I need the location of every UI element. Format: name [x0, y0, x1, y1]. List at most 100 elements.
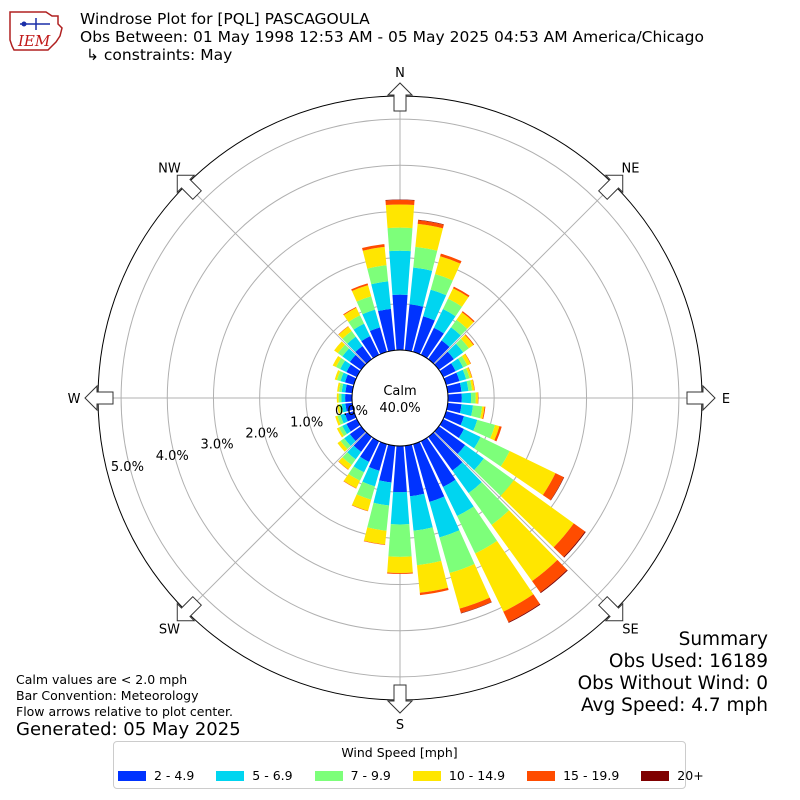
windrose-bar-segment [338, 457, 352, 470]
legend-item: 10 - 14.9 [412, 768, 506, 783]
windrose-bar-segment [466, 367, 472, 379]
windrose-bar-segment [337, 440, 348, 452]
windrose-bar-segment [385, 204, 415, 229]
summary-heading: Summary [678, 629, 768, 650]
windrose-bar-segment [413, 246, 438, 271]
chart-subtitle: Obs Between: 01 May 1998 12:53 AM - 05 M… [80, 28, 704, 46]
windrose-bar-segment [443, 479, 474, 517]
iowa-outline-icon [9, 11, 63, 51]
windrose-bar-segment [336, 427, 344, 438]
direction-arrow-icon [597, 174, 624, 201]
windrose-bar-segment [440, 253, 462, 264]
windrose-bar-segment [435, 256, 461, 281]
windrose-bar-segment [458, 355, 468, 368]
windrose-bar-segment [453, 286, 470, 298]
windrose-bar-segment [343, 306, 357, 316]
windrose-bar-segment [460, 601, 492, 614]
windrose-bar-segment [420, 327, 444, 359]
windrose-bar-segment [550, 477, 565, 501]
legend-item: 5 - 6.9 [216, 768, 293, 783]
legend-items: 2 - 4.9 5 - 6.9 7 - 9.9 10 - 14.9 15 - 1… [118, 768, 704, 783]
windrose-bar-segment [451, 319, 468, 336]
windrose-bar-segment [470, 379, 475, 391]
windrose-bar-segment [409, 267, 433, 307]
windrose-bar-segment [337, 404, 341, 414]
legend-label: 2 - 4.9 [154, 768, 195, 783]
windrose-bar-segment [480, 406, 485, 419]
windrose-bar-segment [409, 493, 433, 531]
windrose-bar-segment [434, 351, 454, 370]
windrose-bar-segment [446, 402, 462, 414]
windrose-bar-segment [449, 563, 490, 609]
windrose-bar-segment [464, 334, 475, 346]
radial-tick-label: 4.0% [156, 449, 189, 464]
legend-label: 5 - 6.9 [252, 768, 293, 783]
windrose-bar-segment [387, 556, 413, 573]
windrose-bar-segment [460, 416, 478, 431]
windrose-bar-segment [368, 441, 387, 471]
windrose-bar-segment [361, 336, 380, 359]
direction-label: SW [159, 623, 180, 638]
windrose-bar-segment [404, 444, 425, 497]
direction-label: S [396, 718, 404, 733]
windrose-bar-segment [336, 371, 344, 382]
windrose-bar-segment [335, 415, 341, 426]
windrose-bar-segment [379, 444, 396, 483]
grid-spoke [433, 431, 614, 612]
windrose-bar-segment [338, 382, 344, 393]
windrose-bar-segment [413, 527, 442, 566]
grid-spoke [186, 184, 367, 365]
windrose-bar-segment [367, 265, 389, 285]
windrose-bar-segment [473, 419, 496, 439]
radial-tick-label: 0.0% [335, 404, 368, 419]
windrose-bar-segment [344, 411, 357, 422]
direction-arrow-icon [686, 384, 716, 412]
windrose-bar-segment [540, 569, 568, 594]
summary-obs-used: Obs Used: 16189 [608, 651, 768, 672]
windrose-bar-segment [456, 369, 467, 382]
direction-label: SE [622, 623, 638, 638]
windrose-bar-segment [363, 527, 387, 545]
windrose-bar-segment [346, 418, 361, 432]
legend-item: 20+ [641, 768, 704, 783]
windrose-bar-segment [342, 452, 356, 466]
radial-tick-label: 2.0% [245, 426, 278, 441]
direction-label: NE [622, 161, 640, 176]
windrose-bar-segment [482, 406, 486, 420]
note-calm-definition: Calm values are < 2.0 mph [16, 672, 188, 687]
windrose-bar-segment [430, 274, 453, 296]
legend-swatch [314, 770, 343, 781]
windrose-bar-segment [362, 244, 385, 251]
windrose-bar-segment [447, 343, 464, 360]
legend-label: 10 - 14.9 [448, 768, 506, 783]
windrose-bar-segment [475, 392, 479, 404]
windrose-bar-segment [344, 434, 356, 446]
legend-swatch [527, 770, 556, 781]
windrose-bar-segment [337, 414, 344, 425]
windrose-bar-segment [439, 363, 456, 378]
windrose-bar-segment [373, 480, 392, 506]
windrose-bar-segment [428, 340, 450, 364]
windrose-bar-segment [344, 374, 357, 385]
legend: Wind Speed [mph] 2 - 4.9 5 - 6.9 7 - 9.9… [113, 741, 704, 789]
windrose-bar-segment [341, 403, 347, 413]
windrose-bar-segment [418, 219, 444, 225]
windrose-bar-segment [337, 382, 341, 392]
calm-label: Calm [383, 384, 416, 399]
windrose-bar-segment [472, 379, 475, 391]
windrose-bar-segment [371, 281, 391, 312]
chart-constraints: ↳ constraints: May [86, 46, 233, 64]
windrose-bar-segment [441, 327, 461, 348]
windrose-bar-segment [416, 560, 449, 593]
windrose-bar-segment [452, 462, 482, 494]
windrose-bar-segment [349, 354, 366, 370]
windrose-bar-segment [439, 418, 465, 438]
windrose-bar-segment [490, 424, 500, 441]
legend-item: 2 - 4.9 [118, 768, 194, 783]
windrose-bar-segment [346, 364, 361, 378]
windrose-bar-segment [351, 283, 369, 292]
windrose-bar-segment [439, 530, 475, 574]
iem-logo: IEM [9, 11, 63, 51]
windrose-bar-segment [461, 392, 472, 404]
